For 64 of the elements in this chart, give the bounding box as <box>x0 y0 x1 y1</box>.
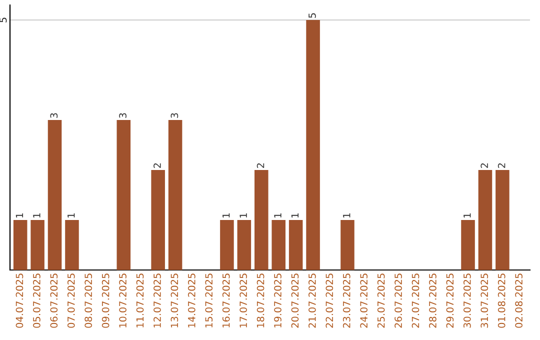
data-label: 2 <box>154 163 161 168</box>
data-label: 3 <box>170 113 178 118</box>
bar <box>151 170 165 270</box>
x-tick-label: 11.07.2025 <box>136 274 144 328</box>
x-tick-label: 13.07.2025 <box>170 274 178 328</box>
data-label: 1 <box>464 213 471 218</box>
x-tick-label: 23.07.2025 <box>342 274 350 328</box>
x-tick-label: 22.07.2025 <box>326 274 334 328</box>
data-label: 1 <box>343 213 350 218</box>
x-tick-label: 28.07.2025 <box>429 274 436 328</box>
bar <box>306 20 320 270</box>
data-label: 3 <box>119 113 126 118</box>
bar <box>461 220 475 270</box>
data-label: 1 <box>16 213 24 218</box>
x-tick-label: 04.07.2025 <box>16 274 24 328</box>
bar <box>168 120 182 270</box>
x-tick-label: 16.07.2025 <box>222 274 230 328</box>
x-tick-label: 21.07.2025 <box>308 274 316 328</box>
x-tick-label: 27.07.2025 <box>412 274 420 328</box>
data-label: 5 <box>308 13 316 18</box>
bar <box>272 220 286 270</box>
x-tick-label: 08.07.2025 <box>84 274 92 328</box>
bar <box>30 220 44 270</box>
bar <box>340 220 354 270</box>
bar <box>48 120 62 270</box>
x-tick-label: 05.07.2025 <box>33 274 40 328</box>
x-tick-label: 24.07.2025 <box>360 274 368 328</box>
data-label: 1 <box>33 213 40 218</box>
x-tick-label: 07.07.2025 <box>67 274 75 328</box>
x-tick-label: 01.08.2025 <box>498 274 506 328</box>
bar <box>496 170 510 270</box>
bar <box>288 220 303 270</box>
x-tick-label: 31.07.2025 <box>480 274 488 328</box>
x-tick-label: 30.07.2025 <box>463 274 471 328</box>
bar <box>65 220 79 270</box>
bar <box>13 220 28 270</box>
x-tick-label: 26.07.2025 <box>394 274 402 328</box>
x-tick-label: 06.07.2025 <box>50 274 58 328</box>
x-tick-label: 10.07.2025 <box>119 274 126 328</box>
x-tick-label: 29.07.2025 <box>446 274 454 328</box>
data-label: 2 <box>480 163 488 168</box>
x-tick-label: 25.07.2025 <box>377 274 385 328</box>
data-label: 1 <box>274 213 282 218</box>
x-tick-label: 20.07.2025 <box>291 274 299 328</box>
data-label: 3 <box>50 113 58 118</box>
bar <box>220 220 234 270</box>
x-tick-label: 09.07.2025 <box>102 274 110 328</box>
x-tick-label: 02.08.2025 <box>515 274 522 328</box>
data-label: 2 <box>498 163 506 168</box>
data-label: 1 <box>222 213 230 218</box>
x-tick-label: 19.07.2025 <box>274 274 282 328</box>
bar <box>478 170 492 270</box>
data-label: 1 <box>240 213 247 218</box>
x-tick-label: 15.07.2025 <box>205 274 213 328</box>
x-tick-label: 18.07.2025 <box>256 274 264 328</box>
data-label: 2 <box>256 163 264 168</box>
bar <box>116 120 131 270</box>
x-tick-label: 14.07.2025 <box>188 274 196 328</box>
data-label: 1 <box>68 213 75 218</box>
data-label: 1 <box>291 213 299 218</box>
bar <box>254 170 268 270</box>
x-tick-label: 17.07.2025 <box>240 274 247 328</box>
x-tick-label: 12.07.2025 <box>154 274 161 328</box>
bar <box>237 220 252 270</box>
